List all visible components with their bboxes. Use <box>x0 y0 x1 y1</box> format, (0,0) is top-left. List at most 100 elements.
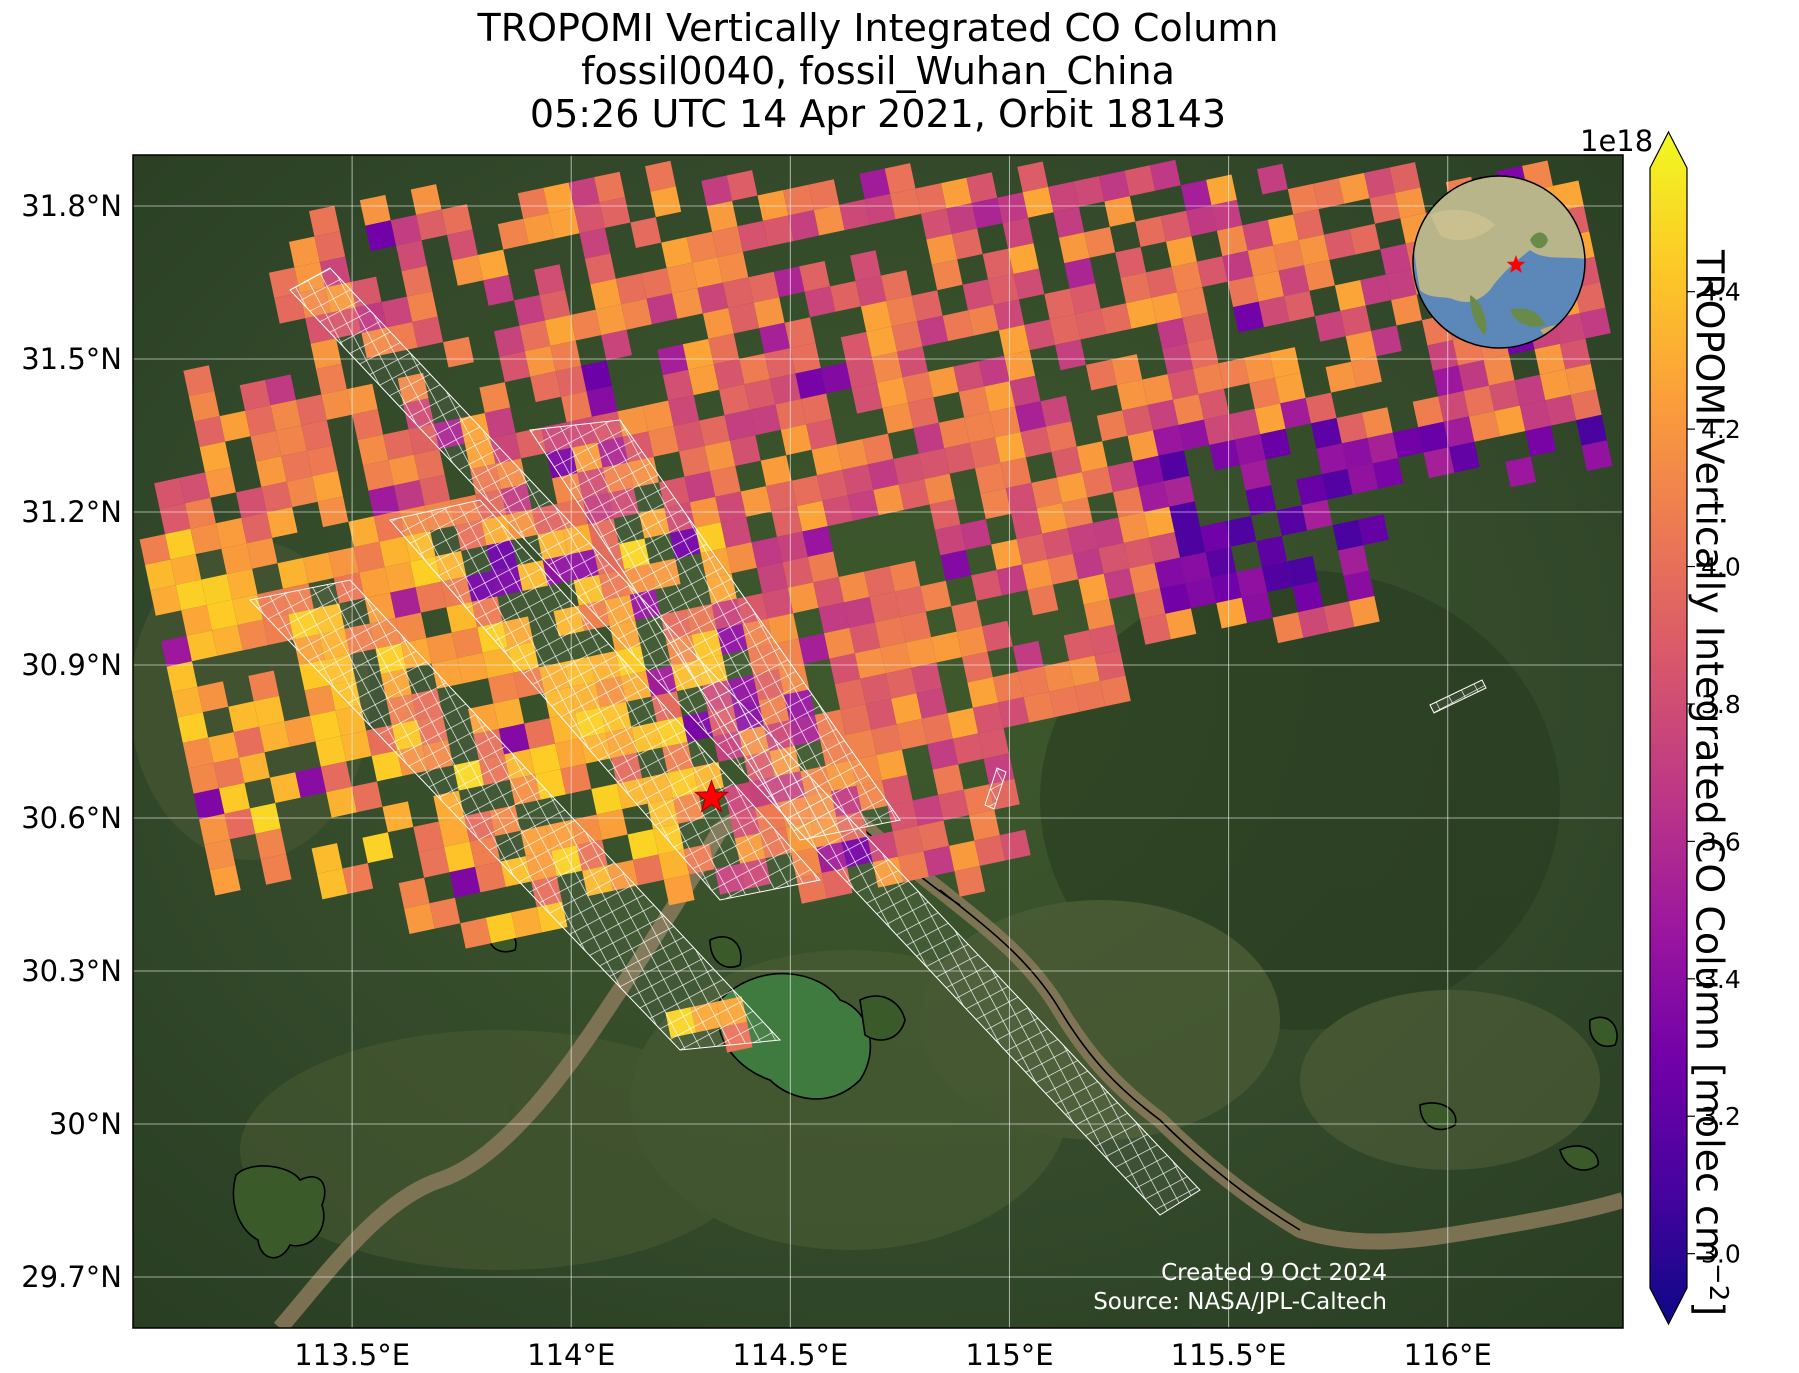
co-pixel <box>1040 395 1072 427</box>
co-pixel <box>1412 396 1444 428</box>
co-pixel <box>1273 240 1304 271</box>
co-pixel <box>595 304 627 336</box>
co-pixel <box>1134 588 1166 620</box>
co-pixel <box>980 488 1012 520</box>
co-pixel <box>692 257 723 288</box>
co-pixel <box>1166 236 1197 267</box>
co-pixel <box>1334 280 1366 311</box>
co-pixel <box>475 861 506 893</box>
co-pixel <box>762 215 794 247</box>
co-pixel <box>1016 533 1048 565</box>
co-pixel <box>1284 290 1315 322</box>
co-pixel <box>1340 305 1372 337</box>
co-pixel <box>426 632 458 664</box>
co-pixel <box>1349 223 1381 255</box>
co-pixel <box>1085 359 1117 391</box>
co-pixel <box>194 416 226 447</box>
co-pixel <box>590 278 622 310</box>
co-pixel <box>822 495 854 527</box>
co-pixel <box>627 829 659 860</box>
co-pixel <box>239 379 271 411</box>
co-pixel <box>749 404 781 436</box>
co-pixel <box>317 868 348 900</box>
co-pixel <box>348 516 380 548</box>
co-pixel <box>482 647 514 679</box>
co-pixel <box>949 840 980 872</box>
co-pixel <box>1358 514 1389 546</box>
co-pixel <box>1069 655 1100 687</box>
co-pixel <box>1391 294 1422 326</box>
co-pixel <box>844 597 875 628</box>
co-pixel <box>771 506 803 537</box>
co-pixel <box>601 329 632 361</box>
co-pixel <box>958 386 990 418</box>
co-pixel <box>766 480 797 512</box>
co-pixel <box>449 866 481 898</box>
colorbar-label: TROPOMI Vertically Integrated CO Column … <box>1687 250 1733 1317</box>
co-pixel <box>145 559 176 591</box>
co-pixel <box>938 417 970 449</box>
co-pixel <box>555 738 586 769</box>
co-pixel <box>289 236 320 268</box>
co-pixel <box>911 290 943 322</box>
co-pixel <box>1000 457 1032 489</box>
co-pixel <box>1254 403 1286 435</box>
co-pixel <box>539 289 571 321</box>
colorbar-tick-label: 4.4 <box>1701 278 1741 307</box>
co-pixel <box>800 393 832 425</box>
co-pixel <box>342 863 374 894</box>
co-pixel <box>371 750 403 782</box>
co-pixel <box>989 406 1021 438</box>
co-pixel <box>304 685 336 716</box>
co-pixel <box>641 268 672 299</box>
co-pixel <box>1180 552 1211 583</box>
co-pixel <box>615 273 647 305</box>
co-pixel <box>995 432 1026 463</box>
co-pixel <box>596 809 628 840</box>
co-pixel <box>530 371 562 403</box>
co-pixel <box>1118 512 1150 543</box>
co-pixel <box>699 415 730 446</box>
co-pixel <box>759 322 790 354</box>
co-pixel <box>1525 425 1557 457</box>
co-pixel <box>1203 414 1235 445</box>
co-pixel <box>673 420 705 452</box>
co-pixel <box>850 250 881 281</box>
co-pixel <box>494 325 525 357</box>
co-pixel <box>1278 265 1310 297</box>
colorbar-tick-label: 3.0 <box>1701 1240 1741 1269</box>
yangtze-river <box>273 788 1623 1328</box>
co-pixel <box>837 439 868 470</box>
co-pixel <box>1570 389 1602 421</box>
co-pixel <box>1298 234 1330 266</box>
co-pixel <box>776 531 808 563</box>
co-pixel <box>1167 368 1199 400</box>
colorbar: 3.0 3.2 3.4 3.6 3.8 4.0 4.2 4.4 <box>1649 130 1741 1326</box>
co-pixel <box>185 497 216 529</box>
co-pixel <box>915 183 947 214</box>
co-pixel <box>209 864 241 896</box>
co-pixel <box>947 707 979 739</box>
co-pixel <box>877 377 908 409</box>
co-pixel <box>1082 466 1113 498</box>
co-pixel <box>1267 214 1299 246</box>
co-pixel <box>1443 416 1475 448</box>
co-pixel <box>1044 288 1076 320</box>
co-pixel <box>791 475 823 507</box>
co-pixel <box>1196 256 1228 287</box>
co-pixel <box>245 405 276 437</box>
co-pixel <box>940 549 972 581</box>
map-title-line-3: 05:26 UTC 14 Apr 2021, Orbit 18143 <box>529 92 1227 136</box>
co-pixel <box>842 464 874 496</box>
co-pixel <box>630 217 662 248</box>
co-pixel <box>1206 174 1237 206</box>
co-pixel <box>357 434 389 466</box>
co-pixel <box>237 619 269 651</box>
co-pixel <box>523 213 555 245</box>
co-pixel <box>410 184 442 215</box>
co-pixel <box>1274 372 1306 404</box>
co-pixel <box>246 537 278 569</box>
co-pixel <box>1545 394 1577 426</box>
co-pixel <box>477 249 509 281</box>
